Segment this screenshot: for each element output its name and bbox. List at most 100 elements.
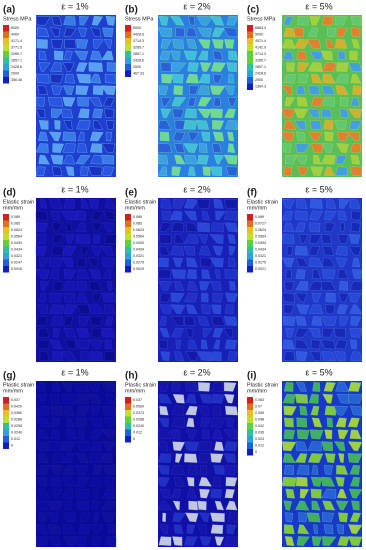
grain <box>210 166 223 177</box>
grain <box>88 476 102 487</box>
grain <box>202 327 213 338</box>
grain <box>104 73 117 84</box>
grain <box>295 381 307 392</box>
grain <box>78 524 90 535</box>
colorbar-tick-label: 2857.1 <box>11 59 22 63</box>
colorbar-segment <box>3 57 9 64</box>
grain <box>285 154 297 165</box>
grain <box>337 269 349 280</box>
colorbar-segment <box>3 240 9 247</box>
grain <box>282 393 296 404</box>
grain <box>105 120 115 130</box>
grain <box>321 245 334 256</box>
colorbar-segment <box>247 70 253 77</box>
grain <box>51 405 63 416</box>
grain <box>295 316 307 326</box>
grain <box>293 108 309 119</box>
grain <box>200 339 208 350</box>
grain <box>50 39 64 49</box>
grain <box>323 524 334 535</box>
colorbar-tick-label: 0.0564 <box>255 235 266 239</box>
grain <box>51 85 63 96</box>
grain <box>170 464 186 475</box>
grain <box>298 512 309 523</box>
grain <box>337 536 350 547</box>
grain <box>307 280 324 291</box>
grain <box>39 257 50 268</box>
grain <box>349 292 362 303</box>
grain <box>348 381 362 392</box>
grain <box>173 85 183 96</box>
grain <box>67 417 76 428</box>
colorbar-segment <box>3 259 9 266</box>
grain <box>89 50 103 61</box>
grain <box>75 85 89 96</box>
legend-title: mm/mm <box>3 388 23 394</box>
panel-title: ε = 5% <box>305 184 332 194</box>
grain <box>35 536 50 547</box>
colorbar-tick-label: 0.0018 <box>11 267 22 271</box>
grain <box>226 524 237 535</box>
grain <box>35 166 46 177</box>
legend-title: Stress MPa <box>3 16 32 22</box>
grain <box>52 351 64 362</box>
grain <box>336 27 348 38</box>
grain <box>35 15 51 26</box>
grain <box>174 351 185 362</box>
grain <box>324 210 338 221</box>
colorbar-segment <box>125 220 131 227</box>
grain <box>336 524 345 535</box>
grain <box>295 143 311 153</box>
grain <box>158 524 169 535</box>
grain <box>293 120 307 130</box>
grain <box>75 210 86 221</box>
grain <box>53 488 62 499</box>
grain <box>62 453 74 464</box>
grain <box>311 500 321 511</box>
grain <box>294 327 311 338</box>
grain <box>65 222 73 233</box>
grain <box>183 292 198 303</box>
grain <box>76 143 88 153</box>
colorbar-tick-label: 0.012 <box>11 437 20 441</box>
grain <box>171 62 187 72</box>
colorbar-segment <box>247 423 253 430</box>
colorbar-segment <box>125 416 131 423</box>
grain <box>101 500 116 511</box>
grain <box>89 441 102 452</box>
grain <box>188 500 199 511</box>
grain <box>312 269 321 280</box>
grain <box>160 96 172 107</box>
grain <box>62 524 76 535</box>
grain <box>310 405 320 416</box>
grain <box>347 417 360 428</box>
grain <box>228 245 236 256</box>
grain <box>197 154 209 165</box>
grain <box>338 453 345 464</box>
grain <box>295 441 308 452</box>
grain <box>326 39 336 49</box>
grain <box>309 120 322 130</box>
grain <box>171 405 185 416</box>
grain <box>62 62 75 72</box>
colorbar-tick-label: 0.048 <box>255 418 264 422</box>
grain <box>157 500 173 511</box>
grain <box>158 85 169 96</box>
grain <box>283 166 293 177</box>
grain <box>209 257 224 268</box>
grain <box>213 96 221 107</box>
grain <box>336 464 349 475</box>
colorbar-segment <box>3 220 9 227</box>
colorbar-segment <box>125 259 131 266</box>
grain <box>50 476 61 487</box>
panel-label: (i) <box>247 371 256 382</box>
grain <box>171 292 185 303</box>
grain <box>102 27 114 38</box>
colorbar-tick-label: 0.0275 <box>255 261 266 265</box>
grain <box>307 245 321 256</box>
grain <box>49 304 65 315</box>
grain <box>198 476 213 487</box>
grain <box>106 280 113 291</box>
grain <box>158 166 168 177</box>
grain <box>50 154 64 165</box>
